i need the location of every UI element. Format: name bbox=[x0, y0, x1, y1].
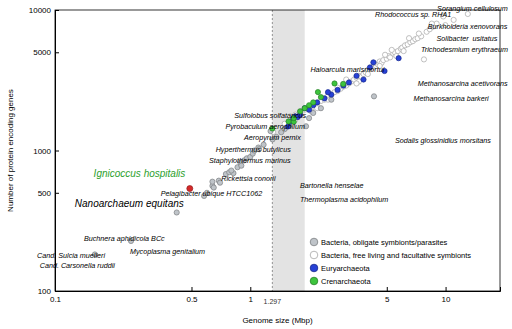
point bbox=[315, 89, 320, 94]
x-tick-mark bbox=[191, 287, 192, 291]
annotation: Buchnera aphidicola BCc bbox=[84, 234, 165, 243]
legend-label: Crenarchaeota bbox=[321, 277, 371, 286]
y-tick-mark bbox=[55, 10, 59, 11]
point bbox=[318, 94, 323, 99]
points-layer bbox=[92, 11, 470, 257]
annotation: Methanosarcina acetivorans bbox=[418, 79, 508, 88]
y-axis-line bbox=[56, 11, 60, 292]
y-tick: 500 bbox=[38, 189, 59, 198]
point bbox=[229, 168, 234, 173]
x-tick-label: 5 bbox=[385, 295, 390, 304]
y-tick: 1000 bbox=[33, 147, 59, 156]
annotation: Thermoplasma acidophilum bbox=[300, 195, 388, 204]
y-tick-label: 500 bbox=[38, 189, 52, 198]
annotation: Solibacter usitatus bbox=[437, 34, 498, 43]
x-tick-label: 0.1 bbox=[50, 295, 62, 304]
annotation: Mycoplasma genitalium bbox=[130, 247, 205, 256]
x-tick: 1 bbox=[249, 287, 254, 304]
point bbox=[371, 94, 376, 99]
x-tick-mark bbox=[446, 287, 447, 291]
point bbox=[416, 31, 421, 36]
annotation: Nanoarchaeum equitans bbox=[75, 198, 184, 209]
point bbox=[382, 52, 387, 57]
x-axis-title: Genome size (Mbp) bbox=[242, 316, 313, 325]
point bbox=[329, 97, 334, 102]
y-tick-mark bbox=[55, 52, 59, 53]
annotation: Burkholderia xenovorans bbox=[428, 22, 508, 31]
x-tick-mark bbox=[387, 287, 388, 291]
annotation: Pyrobaculum aerophilum bbox=[225, 122, 305, 131]
point bbox=[311, 100, 316, 105]
x-tick-label: 0.5 bbox=[186, 295, 198, 304]
reference-label: 1.297 bbox=[264, 298, 282, 305]
annotation: Sodalis glossinidius morsitans bbox=[395, 136, 491, 145]
annotation: Trichodesmium erythraeum bbox=[421, 45, 508, 54]
point bbox=[318, 106, 323, 111]
point bbox=[341, 81, 346, 86]
legend-marker bbox=[310, 277, 318, 285]
x-tick: 0.5 bbox=[186, 287, 198, 304]
point bbox=[389, 47, 394, 52]
legend-item: Euryarchaeota bbox=[310, 264, 370, 273]
legend-marker bbox=[310, 251, 318, 259]
legend-label: Bacteria, free living and facultative sy… bbox=[321, 251, 471, 260]
annotation: Rhodococcus sp. RHA1 bbox=[375, 10, 451, 19]
point bbox=[361, 77, 366, 82]
annotation: Rickettsia conorii bbox=[221, 174, 276, 183]
point bbox=[332, 81, 337, 86]
y-tick-label: 100 bbox=[38, 287, 52, 296]
chart: 0.1 0.5 1 5 10 100 500 1000 5000 10000 1.297 Genome… bbox=[0, 0, 512, 329]
annotation: Aeropyrum pernix bbox=[243, 133, 301, 142]
legend-item: Bacteria, free living and facultative sy… bbox=[310, 251, 471, 260]
x-axis-line bbox=[56, 287, 501, 292]
point bbox=[346, 80, 351, 85]
legend-marker bbox=[310, 264, 318, 272]
point bbox=[174, 210, 179, 215]
annotation: Cand. Sulcia muelleri bbox=[37, 251, 105, 260]
annotation: Cand. Carsonella ruddii bbox=[40, 261, 116, 270]
annotations: Sorangium cellulosumRhodococcus sp. RHA1… bbox=[37, 4, 508, 270]
legend-label: Bacteria, obligate symbionts/parasites bbox=[321, 238, 448, 247]
x-tick: 5 bbox=[385, 287, 390, 304]
legend-item: Crenarchaeota bbox=[310, 277, 371, 286]
legend-item: Bacteria, obligate symbionts/parasites bbox=[310, 238, 447, 247]
point bbox=[421, 57, 426, 62]
annotation: Ignicoccus hospitalis bbox=[94, 168, 186, 179]
annotation: Sulfolobus solfataricus bbox=[234, 111, 306, 120]
x-tick-label: 10 bbox=[442, 295, 451, 304]
point bbox=[406, 36, 411, 41]
point bbox=[396, 56, 401, 61]
y-tick: 5000 bbox=[33, 48, 59, 57]
y-tick-mark bbox=[55, 193, 59, 194]
y-tick-label: 5000 bbox=[33, 48, 51, 57]
point bbox=[354, 81, 359, 86]
point bbox=[306, 116, 311, 121]
y-tick: 100 bbox=[38, 287, 59, 296]
y-tick-label: 1000 bbox=[33, 147, 51, 156]
annotation: Staphylothermus marinus bbox=[209, 156, 291, 165]
legend: Bacteria, obligate symbionts/parasites Ba… bbox=[310, 238, 471, 286]
annotation: Haloarcula marismortui bbox=[310, 65, 384, 74]
y-tick-mark bbox=[55, 151, 59, 152]
legend-label: Euryarchaeota bbox=[321, 264, 371, 273]
annotation: Hyperthermus butylicus bbox=[216, 145, 292, 154]
point bbox=[210, 179, 215, 184]
y-tick: 10000 bbox=[29, 6, 59, 15]
y-tick-label: 10000 bbox=[29, 6, 52, 15]
point bbox=[335, 87, 340, 92]
annotation: Bartonella henselae bbox=[300, 181, 364, 190]
y-tick-mark bbox=[55, 291, 59, 292]
x-tick: 10 bbox=[442, 287, 451, 304]
point bbox=[371, 60, 376, 65]
legend-marker bbox=[310, 238, 318, 246]
point bbox=[401, 48, 406, 53]
y-axis-title: Number of protein encoding genes bbox=[6, 89, 15, 212]
point bbox=[325, 90, 330, 95]
annotation: Methanosarcina barkeri bbox=[414, 94, 490, 103]
x-tick-mark bbox=[250, 287, 251, 291]
x-tick-label: 1 bbox=[249, 295, 254, 304]
